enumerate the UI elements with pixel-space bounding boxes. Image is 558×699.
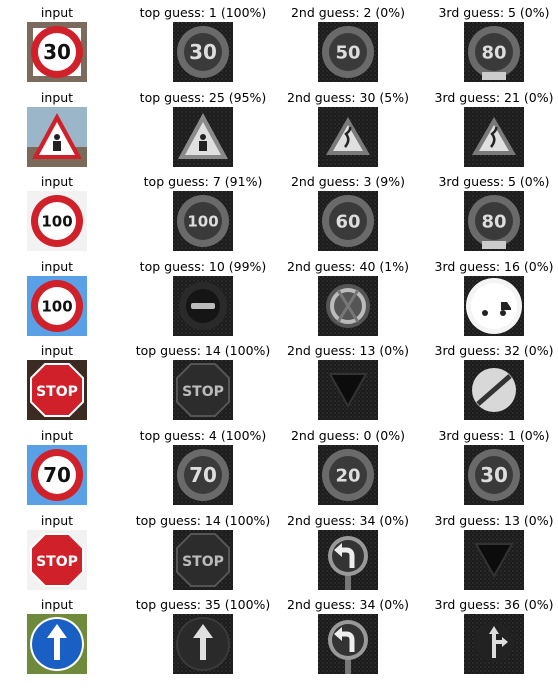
- top-guess-image: STOP: [173, 360, 233, 421]
- svg-text:100: 100: [41, 297, 72, 315]
- third-guess-image: [464, 275, 524, 336]
- third-guess-title: 3rd guess: 1 (0%): [438, 428, 550, 443]
- second-guess-title: 2nd guess: 3 (9%): [290, 174, 406, 190]
- third-guess-image: [464, 106, 524, 167]
- top-guess-title: top guess: 7 (91%): [143, 174, 263, 190]
- second-guess-image: [318, 360, 378, 421]
- input-image: 30: [27, 22, 87, 82]
- svg-text:80: 80: [481, 42, 506, 63]
- second-guess-image: [318, 106, 378, 167]
- third-guess-title: 3rd guess: 16 (0%): [434, 258, 554, 274]
- second-guess-title: 2nd guess: 34 (0%): [286, 597, 410, 613]
- input-title: input: [40, 343, 74, 359]
- input-image: [27, 106, 87, 167]
- top-guess-title: top guess: 14 (100%): [135, 512, 271, 528]
- svg-text:20: 20: [335, 465, 360, 486]
- third-guess-title: 3rd guess: 21 (0%): [434, 89, 554, 105]
- top-guess-image: 70: [173, 445, 233, 505]
- svg-text:100: 100: [187, 212, 218, 230]
- top-guess-title: top guess: 1 (100%): [139, 5, 267, 20]
- svg-text:70: 70: [43, 463, 71, 487]
- second-guess-title: 2nd guess: 2 (0%): [290, 5, 406, 20]
- top-guess-title: top guess: 14 (100%): [135, 343, 271, 359]
- input-image: 100: [27, 191, 87, 252]
- third-guess-image: 30: [464, 445, 524, 505]
- input-title: input: [40, 258, 74, 274]
- input-title: input: [40, 597, 74, 613]
- top-guess-image: [173, 275, 233, 336]
- top-guess-image: [173, 106, 233, 167]
- second-guess-title: 2nd guess: 30 (5%): [286, 89, 410, 105]
- input-title: input: [40, 89, 74, 105]
- third-guess-title: 3rd guess: 32 (0%): [434, 343, 554, 359]
- third-guess-image: 80: [464, 191, 524, 252]
- input-image: 70: [27, 445, 87, 505]
- top-guess-image: [173, 614, 233, 675]
- second-guess-image: [318, 614, 378, 675]
- second-guess-image: 50: [318, 22, 378, 82]
- input-title: input: [40, 512, 74, 528]
- second-guess-image: [318, 275, 378, 336]
- svg-text:STOP: STOP: [36, 554, 78, 570]
- svg-text:80: 80: [481, 211, 506, 232]
- svg-text:30: 30: [480, 463, 508, 487]
- second-guess-image: [318, 529, 378, 590]
- svg-text:STOP: STOP: [36, 384, 78, 400]
- second-guess-title: 2nd guess: 13 (0%): [286, 343, 410, 359]
- top-guess-title: top guess: 25 (95%): [139, 89, 267, 105]
- svg-text:30: 30: [43, 40, 71, 64]
- svg-text:50: 50: [335, 42, 360, 63]
- third-guess-image: [464, 360, 524, 421]
- input-title: input: [40, 428, 74, 443]
- input-title: input: [40, 5, 74, 20]
- third-guess-title: 3rd guess: 13 (0%): [434, 512, 554, 528]
- third-guess-image: [464, 529, 524, 590]
- svg-text:STOP: STOP: [182, 554, 224, 570]
- third-guess-title: 3rd guess: 36 (0%): [434, 597, 554, 613]
- top-guess-title: top guess: 10 (99%): [139, 258, 267, 274]
- svg-text:100: 100: [41, 212, 72, 230]
- input-image: STOP: [27, 529, 87, 590]
- second-guess-title: 2nd guess: 0 (0%): [290, 428, 406, 443]
- input-image: STOP: [27, 360, 87, 421]
- third-guess-title: 3rd guess: 5 (0%): [438, 174, 550, 190]
- top-guess-title: top guess: 35 (100%): [135, 597, 271, 613]
- second-guess-image: 60: [318, 191, 378, 252]
- third-guess-title: 3rd guess: 5 (0%): [438, 5, 550, 20]
- svg-text:30: 30: [189, 40, 217, 64]
- input-image: [27, 614, 87, 675]
- second-guess-title: 2nd guess: 34 (0%): [286, 512, 410, 528]
- input-image: 100: [27, 275, 87, 336]
- third-guess-image: 80: [464, 22, 524, 82]
- input-title: input: [40, 174, 74, 190]
- second-guess-title: 2nd guess: 40 (1%): [286, 258, 410, 274]
- top-guess-image: 30: [173, 22, 233, 82]
- svg-text:70: 70: [189, 463, 217, 487]
- top-guess-title: top guess: 4 (100%): [139, 428, 267, 443]
- svg-text:60: 60: [335, 211, 360, 232]
- svg-text:STOP: STOP: [182, 384, 224, 400]
- second-guess-image: 20: [318, 445, 378, 505]
- top-guess-image: STOP: [173, 529, 233, 590]
- top-guess-image: 100: [173, 191, 233, 252]
- third-guess-image: [464, 614, 524, 675]
